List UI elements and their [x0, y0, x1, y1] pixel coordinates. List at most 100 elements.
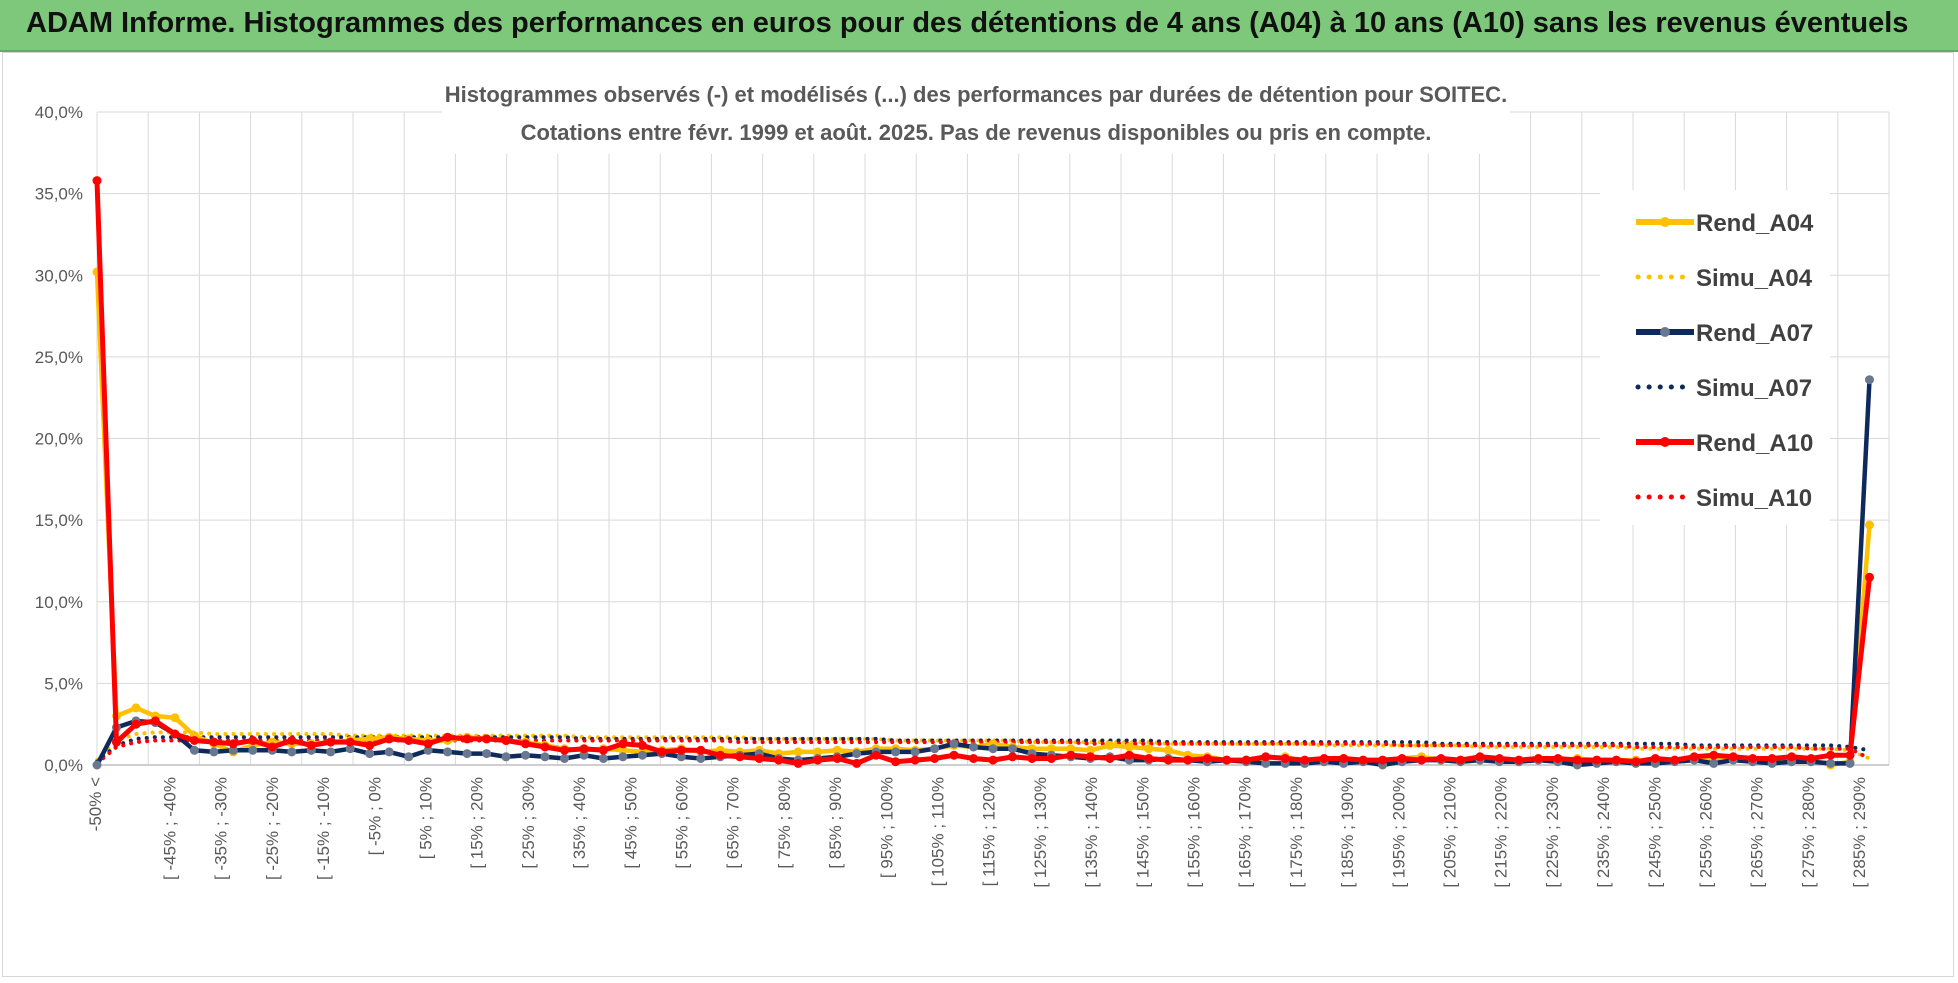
x-tick-label: -50% < [86, 777, 105, 831]
x-tick-label: [ 125% ; 130% [1031, 777, 1050, 888]
data-point [1027, 754, 1037, 763]
x-tick-label: [ 215% ; 220% [1492, 777, 1511, 888]
x-tick-label: [ 35% ; 40% [570, 777, 589, 869]
data-point [482, 734, 492, 744]
data-point [1611, 755, 1621, 765]
x-tick-label: [ 5% ; 10% [416, 777, 435, 859]
data-point [1378, 755, 1388, 765]
data-point [1144, 754, 1154, 763]
data-point [209, 747, 219, 757]
data-point [1533, 754, 1543, 763]
data-point [267, 742, 277, 752]
data-point [501, 736, 511, 745]
data-point [598, 745, 608, 755]
data-point [150, 716, 160, 726]
data-point [930, 744, 940, 754]
data-point [1514, 755, 1524, 765]
x-tick-label: [ 75% ; 80% [775, 777, 794, 869]
data-point [852, 758, 862, 768]
data-point [1592, 755, 1602, 765]
data-point [1008, 744, 1017, 754]
legend-label: Rend_A04 [1696, 210, 1814, 237]
data-point [384, 734, 394, 744]
y-tick-label: 0,0% [44, 756, 83, 775]
data-point [618, 745, 628, 755]
y-tick-label: 35,0% [35, 185, 83, 204]
data-point [813, 747, 823, 757]
chart-subtitle: Cotations entre févr. 1999 et août. 2025… [521, 120, 1432, 145]
data-point [1124, 742, 1134, 752]
data-point [1767, 754, 1777, 763]
data-point [1222, 755, 1232, 765]
data-point [345, 737, 355, 747]
data-point [735, 752, 745, 762]
data-point [1845, 750, 1855, 760]
data-point [618, 752, 628, 762]
legend-marker [1660, 437, 1670, 447]
x-tick-label: [ 205% ; 210% [1440, 777, 1459, 888]
data-point [365, 734, 375, 744]
data-point [618, 739, 628, 749]
data-point [696, 745, 706, 755]
data-point [1105, 754, 1115, 763]
data-point [482, 749, 492, 759]
x-tick-label: [ 105% ; 110% [928, 777, 947, 886]
data-point [1865, 520, 1874, 530]
data-point [1670, 755, 1680, 765]
x-tick-label: [ 85% ; 90% [826, 777, 845, 869]
data-point [1202, 754, 1212, 763]
data-point [560, 745, 569, 755]
legend-marker [1660, 327, 1670, 337]
x-tick-label: [ 195% ; 200% [1389, 777, 1408, 888]
data-point [1163, 755, 1173, 765]
data-point [657, 747, 667, 757]
x-tick-label: [ 185% ; 190% [1338, 777, 1357, 888]
data-point [1066, 750, 1076, 760]
data-point [112, 737, 121, 747]
data-point [579, 744, 589, 754]
y-tick-label: 30,0% [35, 266, 83, 285]
data-point [92, 760, 102, 770]
data-point [637, 750, 647, 760]
y-tick-label: 10,0% [35, 593, 83, 612]
data-point [1572, 755, 1582, 765]
data-point [384, 747, 394, 757]
data-point [365, 749, 375, 759]
series-layer [92, 176, 1874, 770]
data-point [1689, 752, 1699, 762]
data-point [910, 755, 920, 765]
x-tick-label: [ 235% ; 240% [1594, 777, 1613, 888]
data-point [676, 745, 686, 755]
data-point [637, 740, 647, 750]
x-tick-label: [ -25% ; -20% [263, 777, 282, 880]
data-point [326, 747, 336, 757]
data-point [949, 750, 959, 760]
data-point [1085, 752, 1095, 762]
x-tick-label: [ 45% ; 50% [621, 777, 640, 869]
data-point [1397, 754, 1407, 763]
data-point [832, 745, 842, 755]
data-point [1241, 755, 1251, 765]
y-tick-label: 40,0% [35, 103, 83, 122]
data-point [404, 736, 414, 745]
data-point [676, 752, 686, 762]
data-point [949, 739, 959, 749]
data-point [189, 736, 199, 745]
data-point [1728, 752, 1738, 762]
series-line [95, 738, 1872, 766]
data-point [910, 747, 920, 757]
x-tick-label: [ 65% ; 70% [724, 777, 743, 869]
x-tick-label: [ -15% ; -10% [314, 777, 333, 880]
data-point [696, 754, 706, 763]
data-point [1650, 754, 1660, 763]
data-point [1748, 754, 1758, 763]
x-tick-label: [ 135% ; 140% [1082, 777, 1101, 888]
data-point [131, 719, 141, 729]
axis-layer: 0,0% 5,0% 10,0% 15,0% 20,0% 25,0% 30,0% 35,0% 40… [35, 103, 1889, 888]
data-point [891, 747, 901, 757]
x-tick-label: [ 175% ; 180% [1287, 777, 1306, 888]
data-point [248, 745, 258, 755]
data-point [715, 750, 725, 760]
y-tick-label: 5,0% [44, 674, 83, 693]
